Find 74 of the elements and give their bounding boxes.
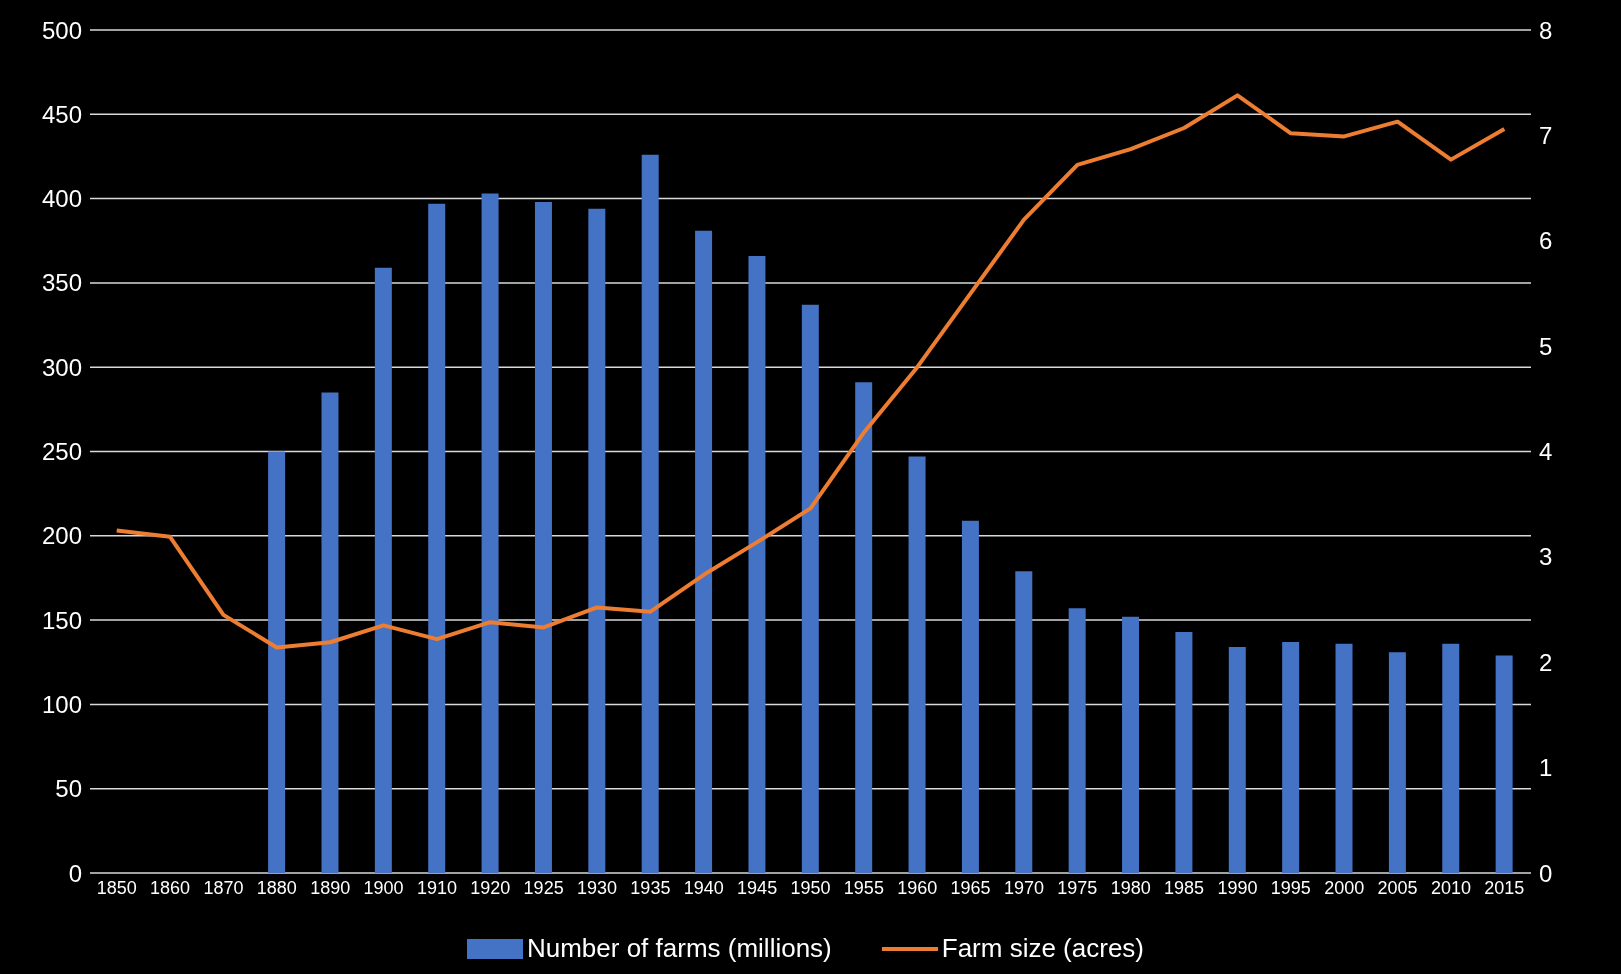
x-tick-label: 1960 [897, 877, 938, 898]
y-tick-label: 300 [41, 353, 82, 381]
y-tick-label: 500 [41, 16, 82, 44]
y-tick-label: 150 [41, 606, 82, 634]
bar [855, 382, 873, 873]
y-tick-label: 200 [41, 522, 82, 550]
bar [1442, 643, 1460, 873]
y2-tick-label: 4 [1539, 438, 1553, 466]
x-tick-label: 1935 [630, 877, 671, 898]
x-tick-label: 1880 [256, 877, 297, 898]
bar [588, 208, 606, 873]
bar [908, 456, 926, 873]
bar [961, 520, 979, 873]
x-tick-label: 1985 [1164, 877, 1205, 898]
x-tick-label: 1850 [96, 877, 137, 898]
bar [695, 230, 713, 873]
bar [534, 201, 552, 873]
x-tick-label: 1945 [737, 877, 778, 898]
bar [374, 267, 392, 873]
x-tick-label: 1965 [950, 877, 991, 898]
x-tick-label: 1955 [843, 877, 884, 898]
x-tick-label: 1950 [790, 877, 831, 898]
x-tick-label: 1970 [1003, 877, 1045, 898]
y2-tick-label: 7 [1539, 121, 1553, 149]
x-tick-label: 2015 [1484, 877, 1525, 898]
y2-tick-label: 0 [1539, 859, 1553, 887]
legend-label: Farm size (acres) [941, 933, 1145, 964]
bar [641, 154, 659, 873]
x-tick-label: 1975 [1057, 877, 1098, 898]
y2-tick-label: 8 [1539, 16, 1553, 44]
y-tick-label: 450 [41, 100, 82, 128]
bar [428, 203, 446, 873]
x-tick-label: 1940 [683, 877, 724, 898]
bar [321, 392, 339, 873]
bar [1228, 647, 1246, 873]
bar [748, 255, 766, 873]
bar [1282, 642, 1300, 873]
x-tick-label: 2000 [1324, 877, 1365, 898]
bar [1068, 608, 1086, 873]
x-tick-label: 1860 [150, 877, 191, 898]
bar [268, 451, 286, 873]
x-tick-label: 1910 [416, 877, 457, 898]
x-tick-label: 2005 [1377, 877, 1418, 898]
bar [1122, 616, 1140, 873]
y2-tick-label: 6 [1539, 227, 1553, 255]
y-tick-label: 100 [41, 690, 82, 718]
x-tick-label: 1925 [523, 877, 564, 898]
y2-tick-label: 2 [1539, 648, 1553, 676]
y-tick-label: 0 [68, 859, 82, 887]
x-tick-label: 1900 [363, 877, 404, 898]
y2-tick-label: 3 [1539, 543, 1553, 571]
x-tick-label: 1980 [1110, 877, 1151, 898]
y-tick-label: 350 [41, 269, 82, 297]
bar [801, 304, 819, 873]
bar [1015, 571, 1033, 873]
x-tick-label: 1990 [1217, 877, 1258, 898]
legend-label: Number of farms (millions) [526, 933, 832, 964]
y2-tick-label: 1 [1539, 754, 1553, 782]
bar [1495, 655, 1513, 873]
y-tick-label: 250 [41, 438, 82, 466]
bar [1335, 643, 1353, 873]
y-tick-label: 50 [55, 775, 82, 803]
bar [481, 193, 499, 873]
x-tick-label: 1930 [577, 877, 618, 898]
bar [1388, 652, 1406, 873]
x-tick-label: 1890 [310, 877, 351, 898]
bar [1175, 631, 1193, 873]
x-tick-label: 1995 [1270, 877, 1311, 898]
x-tick-label: 1870 [203, 877, 244, 898]
x-tick-label: 2010 [1430, 877, 1471, 898]
y-tick-label: 400 [41, 185, 82, 213]
x-tick-label: 1920 [470, 877, 511, 898]
line-series [114, 93, 1507, 650]
y2-tick-label: 5 [1539, 332, 1553, 360]
